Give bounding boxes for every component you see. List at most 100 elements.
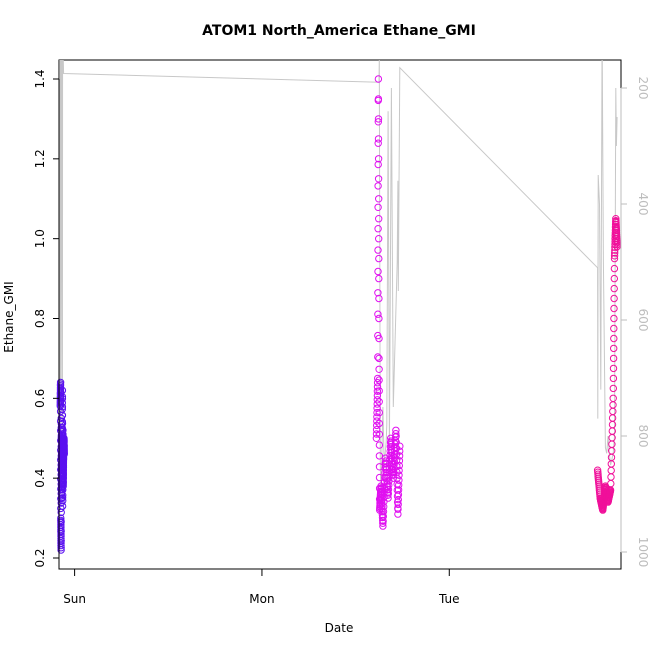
data-point — [57, 536, 65, 545]
data-point — [607, 479, 615, 488]
data-point — [374, 289, 382, 297]
y2-tick-label: 1000 — [636, 537, 650, 568]
data-point — [375, 452, 384, 460]
y-axis: 0.2 0.4 0.6 0.8 1.0 1.2 1.4 — [33, 69, 60, 568]
data-point — [609, 384, 617, 393]
data-point — [395, 471, 403, 479]
data-point — [391, 440, 399, 448]
data-point — [374, 374, 382, 383]
data-point — [375, 215, 383, 223]
data-point — [375, 274, 383, 283]
data-point — [395, 461, 403, 470]
data-point — [613, 242, 621, 251]
data-point — [60, 450, 68, 458]
data-point — [395, 466, 403, 475]
data-point — [374, 267, 382, 276]
data-point — [384, 485, 393, 494]
data-point — [373, 383, 382, 391]
data-point — [609, 401, 617, 409]
data-point — [396, 442, 404, 450]
grey-line — [59, 60, 618, 553]
data-point — [375, 314, 383, 323]
data-point — [375, 195, 383, 203]
data-point — [610, 254, 619, 263]
data-point — [374, 135, 383, 143]
data-point — [610, 334, 618, 343]
data-point — [395, 457, 404, 465]
data-point — [57, 546, 65, 554]
data-point — [375, 441, 384, 449]
data-point — [392, 430, 400, 438]
data-point — [379, 517, 387, 525]
data-point — [607, 466, 615, 475]
data-point — [57, 504, 65, 513]
data-point — [57, 490, 66, 498]
data-point — [384, 490, 392, 498]
data-point — [610, 284, 618, 293]
data-point — [610, 314, 618, 323]
chart-title: ATOM1 North_America Ethane_GMI — [202, 23, 476, 39]
y2-tick-label: 200 — [636, 77, 650, 100]
data-point — [373, 396, 381, 404]
data-point — [373, 413, 381, 421]
y-axis-label: Ethane_GMI — [2, 281, 16, 352]
data-point — [374, 75, 383, 83]
data-point — [375, 365, 383, 373]
data-point — [394, 505, 402, 513]
data-point — [374, 246, 382, 254]
data-point — [375, 235, 383, 243]
data-point — [391, 443, 399, 452]
data-point — [607, 473, 615, 481]
data-point — [611, 249, 619, 257]
data-point — [394, 486, 403, 494]
data-point — [374, 353, 382, 361]
grey-line-series — [59, 60, 618, 553]
data-point — [610, 344, 618, 353]
data-point — [375, 419, 383, 428]
data-point — [57, 532, 65, 540]
data-point — [374, 175, 383, 183]
data-point — [375, 473, 384, 482]
data-point — [373, 404, 381, 412]
y-tick-label: 1.4 — [33, 69, 47, 88]
data-point — [379, 512, 387, 521]
data-point — [380, 503, 388, 511]
data-point — [395, 476, 403, 484]
data-point — [374, 118, 382, 126]
data-point — [375, 334, 383, 343]
y2-tick-label: 400 — [636, 193, 650, 216]
data-point — [610, 274, 618, 283]
y2-axis: 200 400 600 800 1000 — [620, 77, 650, 568]
data-point — [396, 447, 404, 455]
data-point — [374, 310, 382, 318]
data-point — [57, 541, 65, 550]
data-point — [375, 387, 383, 395]
data-point — [374, 115, 383, 123]
y-tick-label: 0.4 — [33, 469, 47, 488]
scatter-points — [56, 75, 621, 554]
x-axis: Sun Mon Tue — [63, 568, 460, 606]
data-point — [385, 473, 393, 481]
data-point — [374, 95, 383, 103]
x-axis-label: Date — [325, 621, 354, 635]
data-point — [374, 182, 382, 190]
data-point — [56, 378, 65, 387]
data-point — [610, 294, 618, 303]
data-point — [383, 477, 391, 485]
data-point — [395, 481, 403, 489]
data-point — [57, 518, 65, 526]
data-point — [609, 364, 618, 373]
data-point — [375, 398, 383, 406]
data-point — [56, 407, 65, 416]
data-point — [610, 324, 618, 333]
data-point — [609, 354, 618, 363]
data-point — [374, 160, 382, 169]
data-point — [57, 527, 65, 535]
data-point — [609, 394, 617, 402]
data-point — [394, 500, 402, 509]
data-point — [375, 430, 384, 438]
data-point — [394, 491, 403, 499]
y-tick-label: 0.2 — [33, 548, 47, 567]
data-point — [379, 507, 388, 516]
